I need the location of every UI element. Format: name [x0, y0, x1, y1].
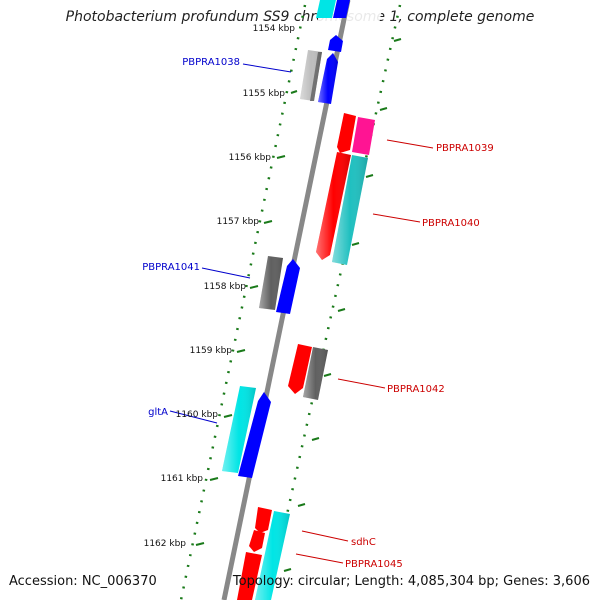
tick-label: 1158 kbp: [204, 282, 247, 292]
gene-label: PBPRA1045: [345, 559, 403, 570]
gene-labels: PBPRA1038 PBPRA1039 PBPRA1040 PBPRA1041 …: [142, 57, 494, 570]
tick-marks: [195, 38, 402, 572]
accession-text: Accession: NC_006370: [9, 574, 157, 589]
tick-label: 1159 kbp: [190, 346, 233, 356]
tick-label: 1160 kbp: [176, 410, 219, 420]
gene-cyan-top: [316, 0, 336, 18]
gene-magenta-1039: [352, 117, 375, 155]
tick-label: 1155 kbp: [243, 89, 286, 99]
gene-label: PBPRA1040: [422, 218, 480, 229]
gene-label: PBPRA1039: [436, 143, 494, 154]
gene-blue-glta: [238, 392, 271, 478]
tick-labels: 1154 kbp 1155 kbp 1156 kbp 1157 kbp 1158…: [144, 24, 296, 549]
tick-label: 1156 kbp: [229, 153, 272, 163]
gene-blue-top: [333, 0, 350, 18]
gene-label: PBPRA1038: [182, 57, 240, 68]
gene-label: PBPRA1042: [387, 384, 445, 395]
tick-label: 1162 kbp: [144, 539, 187, 549]
gene-label: PBPRA1041: [142, 262, 200, 273]
gene-blue-small: [328, 35, 343, 52]
label-leaders: [169, 63, 434, 564]
gene-red-1042: [288, 344, 312, 394]
gene-red-sdhc-2: [249, 530, 265, 552]
tick-label: 1157 kbp: [217, 217, 260, 227]
gene-shading: [222, 50, 368, 600]
gene-label: sdhC: [351, 537, 376, 548]
tick-label: 1161 kbp: [161, 474, 204, 484]
outer-tick-ring: [266, 4, 402, 600]
gene-red-sdhc-1: [255, 507, 272, 533]
gene-red-1045: [237, 552, 262, 600]
gene-red-1039: [337, 113, 356, 153]
tick-label: 1154 kbp: [253, 24, 296, 34]
map-title: Photobacterium profundum SS9 chromosome …: [65, 9, 535, 25]
gene-label: gltA: [148, 407, 168, 418]
gene-blue-1041: [276, 259, 300, 314]
inner-tick-ring: [179, 4, 307, 600]
genome-summary-text: Topology: circular; Length: 4,085,304 bp…: [232, 574, 590, 589]
